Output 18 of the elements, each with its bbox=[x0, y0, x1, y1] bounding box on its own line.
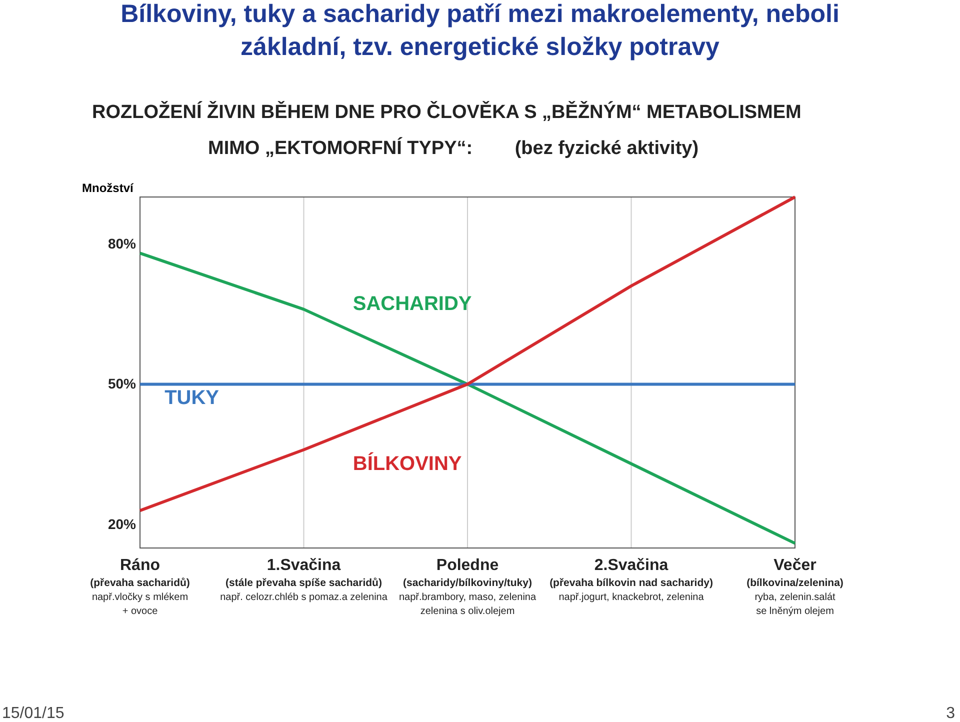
x-tick-label: 1.Svačina (stále převaha spíše sacharidů) např. celozr.chléb s pomaz.a zelenina bbox=[220, 557, 388, 603]
y-tick-label: 20% bbox=[108, 516, 137, 532]
series-label: BÍLKOVINY bbox=[352, 452, 462, 476]
chart-subtitle: ROZLOŽENÍ ŽIVIN BĚHEM DNE PRO ČLOVĚKA S „BĚŽNÝM“ METABOLISMEM MIMO „EKTOMORFNÍ TYPY“: (bez fyzické aktivity) bbox=[92, 100, 802, 159]
x-tick-label: Poledne (sacharidy/bílkoviny/tuky) např.brambory, maso, zelenina zelenina s oliv.olejem bbox=[398, 557, 536, 617]
text: 15/01/15 bbox=[2, 705, 64, 722]
y-axis-title: Množství bbox=[82, 181, 134, 195]
y-tick-label: 80% bbox=[108, 235, 137, 252]
x-tick-label: Ráno (převaha sacharidů) např.vločky s mlékem + ovoce bbox=[90, 557, 190, 617]
y-tick-label: 50% bbox=[108, 376, 137, 392]
series-label: SACHARIDY bbox=[352, 292, 472, 315]
series-label: TUKY bbox=[164, 387, 220, 410]
x-tick-label: Večer (bílkovina/zelenina) ryba, zelenin.salát se lněným olejem bbox=[746, 557, 844, 617]
text: 3 bbox=[946, 705, 956, 722]
line-series bbox=[138, 196, 796, 512]
chart-title: Bílkoviny, tuky a sacharidy patří mezi makroelementy, neboli základní, tzv. energetické složky potravy bbox=[120, 0, 840, 61]
x-tick-label: 2.Svačina (převaha bílkovin nad sacharidy) např.jogurt, knackebrot, zelenina bbox=[550, 557, 713, 603]
line-series bbox=[138, 252, 796, 545]
